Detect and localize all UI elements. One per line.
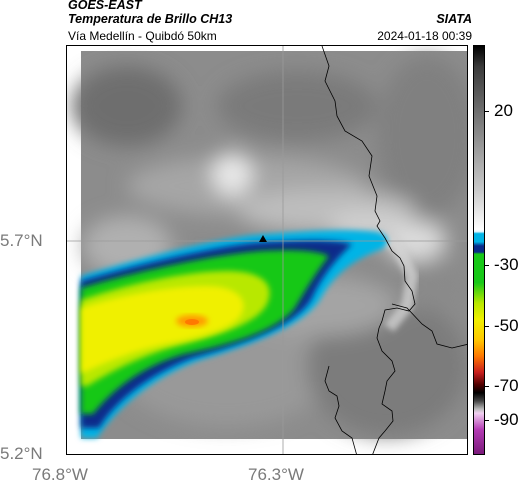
colorbar-label-minus70: -70 bbox=[494, 376, 519, 395]
colorbar-tick bbox=[485, 326, 489, 327]
colorbar-label-20: 20 bbox=[494, 101, 513, 120]
triangle-marker bbox=[259, 235, 267, 242]
colorbar-tick bbox=[485, 420, 489, 421]
map-panel[interactable] bbox=[66, 45, 468, 455]
lat-label-5.7: 5.7°N bbox=[0, 231, 43, 250]
lat-label-5.2: 5.2°N bbox=[0, 444, 43, 463]
lon-label-76.8: 76.8°W bbox=[32, 465, 88, 484]
colorbar-label-minus30: -30 bbox=[494, 255, 519, 274]
satellite-image bbox=[67, 46, 467, 454]
product-title: GOES-EAST bbox=[68, 0, 142, 12]
channel-subtitle: Temperatura de Brillo CH13 bbox=[68, 12, 233, 26]
organization-label: SIATA bbox=[436, 12, 472, 26]
location-label: Vía Medellín - Quibdó 50km bbox=[68, 29, 217, 43]
colorbar-label-minus90: -90 bbox=[494, 410, 519, 429]
datetime-label: 2024-01-18 00:39 bbox=[377, 29, 472, 43]
colorbar-tick bbox=[485, 265, 489, 266]
boundary-lines bbox=[321, 46, 467, 454]
colorbar-tick bbox=[485, 386, 489, 387]
colorbar-label-minus50: -50 bbox=[494, 316, 519, 335]
temperature-colorbar bbox=[473, 45, 485, 455]
colorbar-tick bbox=[485, 111, 489, 112]
lon-label-76.3: 76.3°W bbox=[248, 465, 304, 484]
convective-plume bbox=[81, 230, 388, 438]
